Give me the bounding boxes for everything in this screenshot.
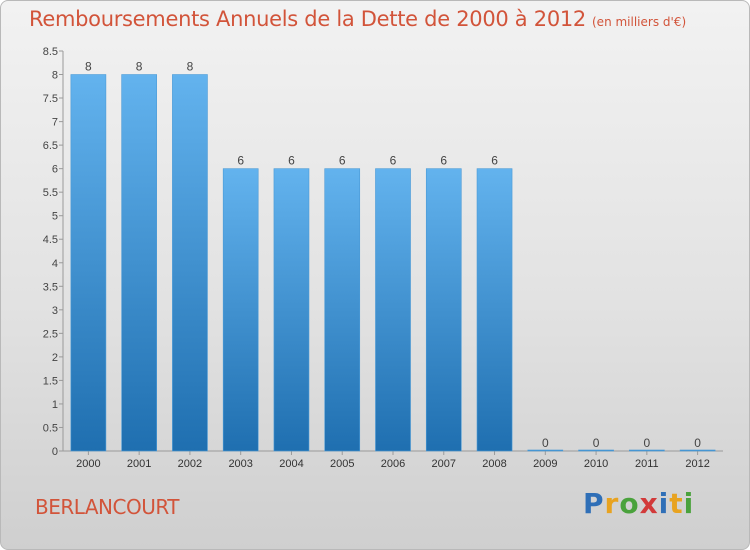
logo-letter: r	[604, 487, 620, 520]
x-tick-label: 2002	[178, 458, 202, 470]
data-label: 6	[491, 154, 498, 168]
y-axis: 0 0.5 1 1.5 2 2.5 3 3.5 4 4.5 5 5.5 6 6.5 7 7.5 8 8.5	[43, 46, 64, 458]
x-tick-label: 2000	[76, 458, 100, 470]
y-tick-label: 3.5	[43, 281, 58, 293]
data-label: 8	[136, 60, 143, 74]
y-tick-label: 5.5	[43, 187, 58, 199]
proxiti-logo[interactable]: Proxiti	[583, 487, 694, 520]
x-axis: 2000 2001 2002 2003 2004 2005 2006 2007 2008 2009…	[63, 450, 723, 470]
data-label: 8	[187, 60, 194, 74]
y-tick-label: 0.5	[43, 422, 58, 434]
y-tick-label: 6.5	[43, 140, 58, 152]
logo-letter: i	[683, 487, 695, 520]
data-label: 0	[694, 436, 701, 450]
logo-letter: o	[619, 487, 640, 520]
y-tick-label: 1.5	[43, 375, 58, 387]
bar-2007	[425, 168, 462, 452]
bar-2002	[172, 74, 208, 452]
x-tick-label: 2001	[127, 458, 151, 470]
y-tick-label: 4.5	[43, 234, 58, 246]
y-tick-label: 6	[52, 164, 58, 176]
bar-2001	[121, 74, 157, 452]
data-label: 0	[593, 436, 600, 450]
bar-2011	[629, 449, 665, 452]
x-tick-label: 2011	[635, 458, 659, 470]
bar-2003	[222, 168, 259, 452]
place-name: BERLANCOURT	[35, 495, 180, 519]
x-tick-label: 2007	[432, 458, 456, 470]
logo-letter: i	[658, 487, 670, 520]
x-tick-label: 2010	[584, 458, 608, 470]
data-label: 6	[237, 154, 244, 168]
y-tick-label: 8	[52, 70, 58, 82]
chart-title-text: Remboursements Annuels de la Dette de 20…	[29, 7, 586, 31]
data-label: 6	[288, 154, 295, 168]
x-tick-label: 2005	[330, 458, 354, 470]
x-tick-label: 2006	[381, 458, 405, 470]
data-label: 6	[339, 154, 346, 168]
y-tick-label: 7.5	[43, 93, 58, 105]
bars	[70, 74, 716, 452]
logo-letter: t	[669, 487, 684, 520]
bar-2009	[527, 449, 564, 452]
y-tick-label: 2	[52, 352, 58, 364]
y-tick-label: 5	[52, 211, 58, 223]
y-tick-label: 2.5	[43, 328, 58, 340]
bar-2006	[375, 168, 411, 452]
chart-subtitle: (en milliers d'€)	[592, 15, 687, 29]
x-tick-label: 2003	[228, 458, 252, 470]
x-tick-label: 2009	[533, 458, 557, 470]
x-tick-label: 2008	[482, 458, 506, 470]
y-tick-label: 8.5	[43, 46, 58, 58]
bar-2000	[70, 74, 107, 452]
data-label: 6	[440, 154, 447, 168]
y-tick-label: 1	[52, 399, 58, 411]
x-tick-label: 2012	[685, 458, 709, 470]
y-tick-label: 4	[52, 258, 58, 270]
data-label: 8	[85, 60, 92, 74]
y-tick-label: 7	[52, 117, 58, 129]
x-tick-label: 2004	[279, 458, 303, 470]
bar-2008	[476, 168, 513, 452]
bar-2012	[679, 449, 716, 452]
y-tick-label: 3	[52, 305, 58, 317]
data-label: 0	[644, 436, 651, 450]
data-label: 6	[390, 154, 397, 168]
bar-2010	[578, 449, 614, 452]
data-label: 0	[542, 436, 549, 450]
data-labels: 8 8 8 6 6 6 6 6 6 0 0 0 0	[85, 60, 701, 450]
chart-title: Remboursements Annuels de la Dette de 20…	[29, 7, 686, 31]
logo-letter: x	[639, 487, 659, 520]
y-tick-label: 0	[52, 446, 58, 458]
bar-2004	[273, 168, 310, 452]
bar-2005	[324, 168, 361, 452]
logo-letter: P	[583, 487, 605, 520]
